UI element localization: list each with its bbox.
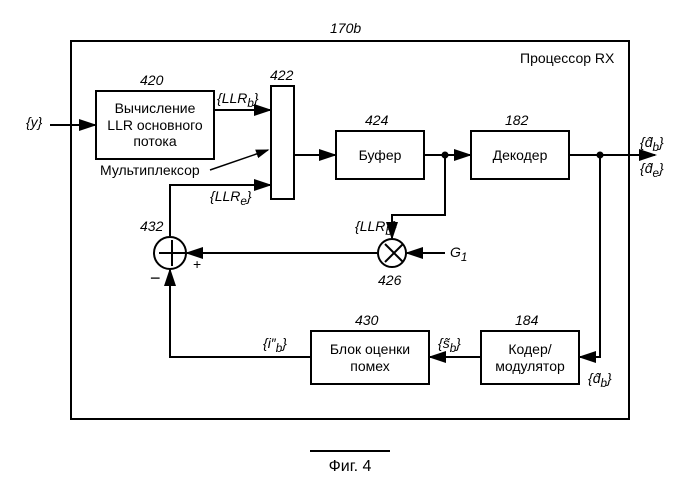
- num-decoder: 182: [505, 112, 528, 128]
- label-ib: {i″b}: [263, 335, 287, 355]
- label-plus: +: [193, 256, 201, 272]
- block-decoder-text: Декодер: [493, 147, 548, 164]
- block-interf-text: Блок оценки помех: [316, 341, 424, 375]
- label-mux: Мультиплексор: [100, 162, 200, 178]
- block-mux: [270, 85, 295, 200]
- block-llr-calc: Вычисление LLR основного потока: [95, 90, 215, 160]
- num-outer: 170b: [330, 20, 361, 36]
- mult-node: [377, 238, 407, 268]
- num-mux: 422: [270, 67, 293, 83]
- label-llrb2: {LLRb}: [355, 218, 397, 238]
- label-sb: {s̃b}: [438, 335, 461, 355]
- label-llrb: {LLRb}: [217, 90, 259, 110]
- processor-label: Процессор RX: [520, 50, 614, 66]
- num-adder: 432: [140, 218, 163, 234]
- num-buffer: 424: [365, 112, 388, 128]
- adder-node: [153, 236, 187, 270]
- num-interf: 430: [355, 312, 378, 328]
- figure-caption: Фиг. 4: [310, 450, 390, 476]
- block-llr-calc-text: Вычисление LLR основного потока: [101, 100, 209, 150]
- label-input-y: {y}: [26, 114, 42, 130]
- num-llr-calc: 420: [140, 72, 163, 88]
- num-mult: 426: [378, 272, 401, 288]
- block-decoder: Декодер: [470, 130, 570, 180]
- label-llre: {LLRe}: [210, 188, 252, 208]
- block-encmod: Кодер/ модулятор: [480, 330, 580, 385]
- label-g1: G1: [450, 244, 467, 264]
- label-minus: −: [150, 268, 161, 289]
- block-interf: Блок оценки помех: [310, 330, 430, 385]
- block-buffer: Буфер: [335, 130, 425, 180]
- label-db: {d̂b}: [588, 370, 612, 390]
- label-out-bot: {d̂e}: [640, 160, 664, 180]
- block-buffer-text: Буфер: [359, 147, 402, 164]
- label-out-top: {d̂b}: [640, 134, 664, 154]
- num-encmod: 184: [515, 312, 538, 328]
- block-encmod-text: Кодер/ модулятор: [486, 341, 574, 375]
- diagram-canvas: Вычисление LLR основного потока Буфер Де…: [0, 0, 688, 500]
